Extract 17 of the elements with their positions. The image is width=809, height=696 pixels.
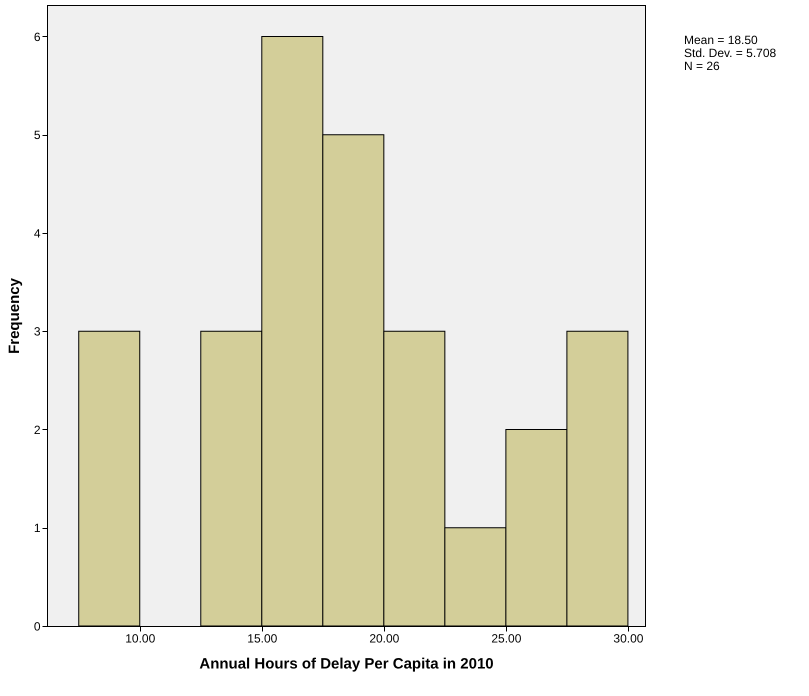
y-tick-label: 5: [34, 128, 41, 142]
y-axis-title: Frequency: [6, 277, 23, 354]
text: Std. Dev. = 5.708: [684, 46, 776, 60]
y-tick-label: 1: [34, 521, 41, 536]
y-tick-label: 3: [34, 324, 41, 339]
y-tick-label: 6: [34, 30, 41, 44]
text: N = 26: [684, 59, 721, 73]
text: Mean = 18.50: [684, 33, 759, 47]
x-tick-label: 15.00: [247, 632, 278, 646]
y-tick-label: 4: [34, 226, 41, 240]
x-tick-label: 30.00: [613, 632, 644, 646]
y-tick-label: 2: [34, 422, 41, 437]
x-tick-label: 20.00: [369, 632, 400, 646]
x-axis-title: Annual Hours of Delay Per Capita in 2010: [199, 656, 494, 672]
y-tick-label: 0: [34, 620, 41, 634]
x-tick-label: 10.00: [125, 632, 156, 646]
x-tick-label: 25.00: [491, 632, 522, 646]
